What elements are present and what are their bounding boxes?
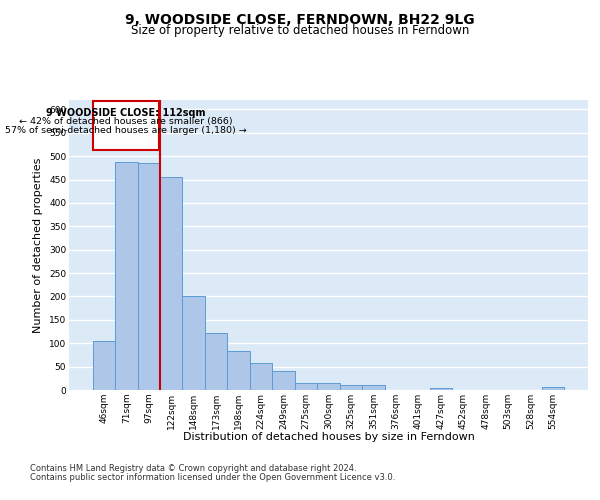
Text: Contains public sector information licensed under the Open Government Licence v3: Contains public sector information licen… xyxy=(30,472,395,482)
Bar xyxy=(205,334,227,390)
Bar xyxy=(340,386,362,390)
Bar xyxy=(160,177,182,390)
Bar xyxy=(542,386,565,390)
Bar xyxy=(250,364,272,390)
Bar xyxy=(317,383,340,390)
Bar xyxy=(137,163,160,390)
Text: 57% of semi-detached houses are larger (1,180) →: 57% of semi-detached houses are larger (… xyxy=(5,126,247,134)
Bar xyxy=(92,101,159,150)
Bar xyxy=(430,388,452,390)
Text: Contains HM Land Registry data © Crown copyright and database right 2024.: Contains HM Land Registry data © Crown c… xyxy=(30,464,356,473)
Bar xyxy=(115,162,137,390)
Bar xyxy=(227,351,250,390)
Text: 9, WOODSIDE CLOSE, FERNDOWN, BH22 9LG: 9, WOODSIDE CLOSE, FERNDOWN, BH22 9LG xyxy=(125,12,475,26)
Bar xyxy=(92,341,115,390)
Bar xyxy=(272,372,295,390)
Bar xyxy=(295,383,317,390)
Bar xyxy=(182,296,205,390)
Y-axis label: Number of detached properties: Number of detached properties xyxy=(34,158,43,332)
Text: 9 WOODSIDE CLOSE: 112sqm: 9 WOODSIDE CLOSE: 112sqm xyxy=(46,108,205,118)
Text: ← 42% of detached houses are smaller (866): ← 42% of detached houses are smaller (86… xyxy=(19,118,233,126)
Text: Size of property relative to detached houses in Ferndown: Size of property relative to detached ho… xyxy=(131,24,469,37)
Text: Distribution of detached houses by size in Ferndown: Distribution of detached houses by size … xyxy=(183,432,475,442)
Bar xyxy=(362,386,385,390)
